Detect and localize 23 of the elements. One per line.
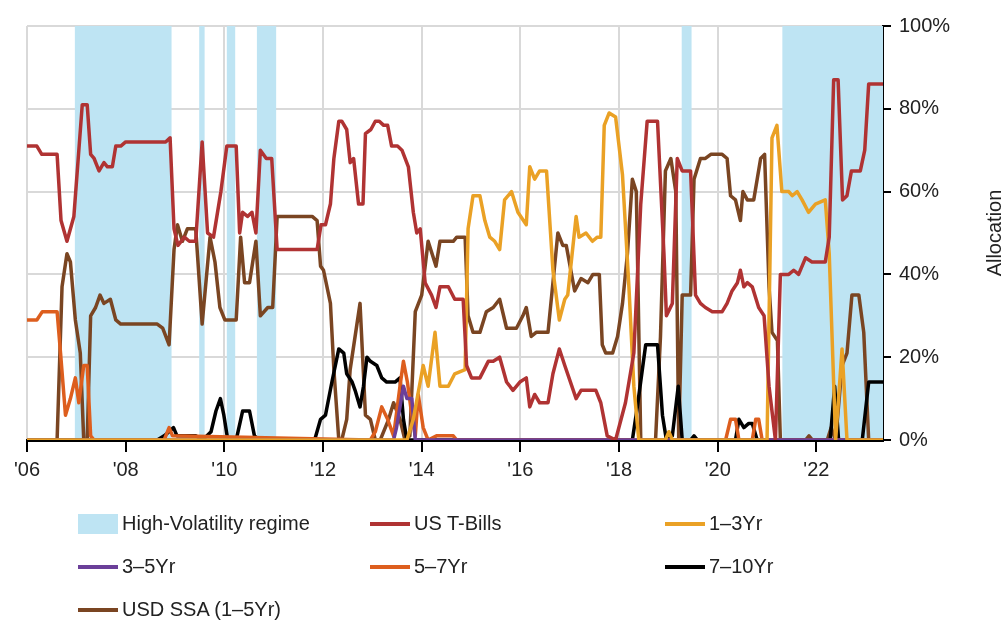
legend-label: 5–7Yr [414,555,468,578]
legend-label: High-Volatility regime [122,512,310,535]
y-tick-label: 20% [899,344,940,367]
legend-label: US T-Bills [414,512,502,535]
y-tick-label: 80% [899,96,940,119]
legend-label: 3–5Yr [122,555,176,578]
x-tick-label: '18 [606,457,633,480]
x-tick-label: '08 [112,457,139,480]
x-tick-label: '14 [408,457,435,480]
y-tick-label: 60% [899,179,940,202]
x-tick-label: '06 [13,457,41,480]
x-tick-label: '22 [803,457,830,480]
legend-label: 7–10Yr [709,555,774,578]
x-tick-label: '16 [507,457,534,480]
y-tick-label: 40% [899,261,940,284]
legend-label: USD SSA (1–5Yr) [122,598,281,621]
x-tick-label: '20 [704,457,731,480]
y-axis-title: Allocation [982,189,1005,277]
y-tick-label: 100% [899,13,951,36]
y-tick-label: 0% [899,427,929,450]
legend-label: 1–3Yr [709,512,763,535]
x-tick-label: '10 [211,457,238,480]
x-tick-label: '12 [309,457,337,480]
